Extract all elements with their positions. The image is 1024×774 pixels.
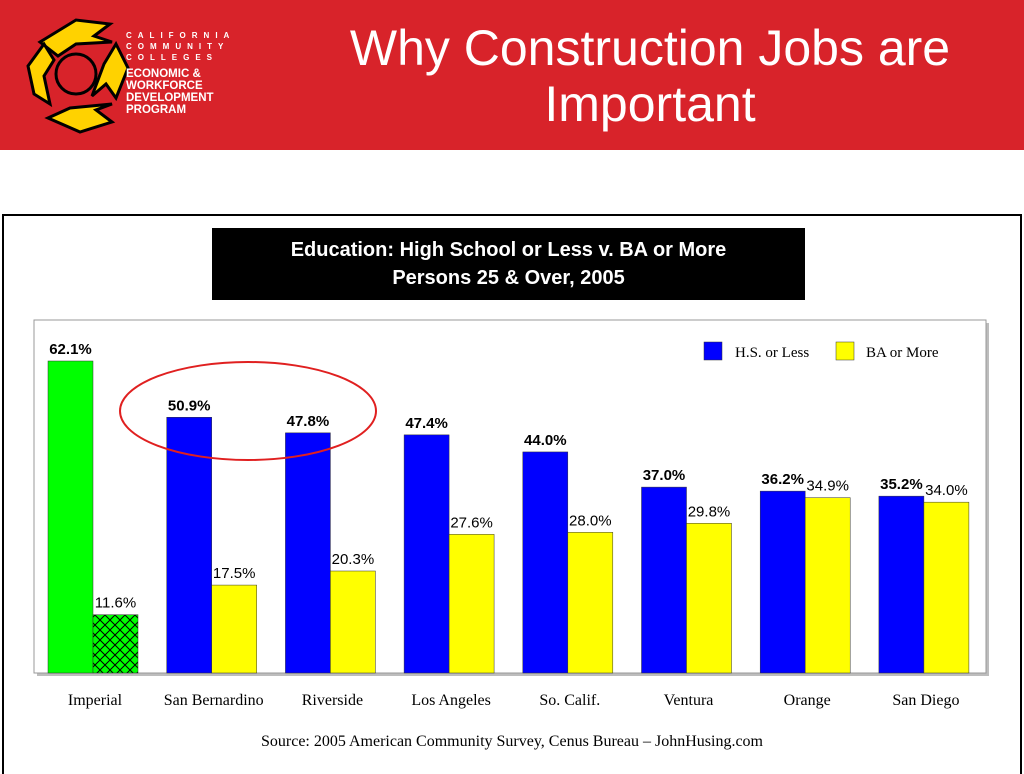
bar-hs-0	[47, 360, 94, 674]
logo-program-line-1: ECONOMIC &	[126, 68, 201, 80]
logo-line-colleges: COLLEGES	[126, 53, 219, 62]
bar-ba-6	[804, 497, 851, 674]
category-label-1: San Bernardino	[164, 692, 264, 709]
label-ba-3: 27.6%	[450, 514, 493, 531]
label-hs-4: 44.0%	[524, 432, 567, 449]
logo-line-community: COMMUNITY	[126, 42, 230, 51]
label-ba-7: 34.0%	[925, 482, 968, 499]
label-ba-1: 17.5%	[213, 565, 256, 582]
legend-label-hs: H.S. or Less	[735, 345, 809, 361]
bar-hs-6	[759, 490, 806, 674]
category-label-3: Los Angeles	[411, 692, 491, 709]
label-ba-5: 29.8%	[688, 503, 731, 520]
bar-hs-1	[166, 417, 212, 674]
category-label-4: So. Calif.	[539, 692, 600, 709]
label-ba-0: 11.6%	[95, 595, 136, 612]
label-hs-2: 47.8%	[287, 413, 330, 430]
label-hs-6: 36.2%	[761, 471, 804, 488]
label-hs-1: 50.9%	[168, 397, 211, 414]
bar-ba-4	[567, 532, 614, 674]
bar-hs-7	[878, 495, 925, 674]
label-hs-7: 35.2%	[880, 476, 923, 493]
bar-ba-7	[923, 501, 970, 674]
chart-subtitle: Persons 25 & Over, 2005	[392, 267, 625, 289]
label-hs-5: 37.0%	[643, 467, 686, 484]
bar-ba-3	[448, 534, 495, 674]
bar-ba-5	[686, 523, 732, 674]
legend-label-ba: BA or More	[866, 345, 939, 361]
label-hs-3: 47.4%	[405, 415, 448, 432]
legend-swatch-ba	[835, 341, 855, 361]
logo-line-california: CALIFORNIA	[126, 31, 236, 40]
bar-ba-2	[330, 570, 376, 674]
category-label-5: Ventura	[664, 692, 714, 709]
category-label-2: Riverside	[302, 692, 363, 709]
highlight-ellipse	[119, 361, 377, 461]
logo-program-line-4: PROGRAM	[126, 104, 187, 116]
logo-program-line-3: DEVELOPMENT	[126, 92, 214, 104]
logo-text: CALIFORNIA COMMUNITY COLLEGES ECONOMIC &…	[126, 30, 235, 116]
source-note: Source: 2005 American Community Survey, …	[260, 733, 763, 750]
category-label-7: San Diego	[892, 692, 959, 709]
chart-title-box: Education: High School or Less v. BA or …	[212, 228, 805, 300]
label-hs-0: 62.1%	[49, 341, 92, 358]
label-ba-6: 34.9%	[806, 478, 849, 495]
bar-hs-5	[641, 486, 687, 674]
header-banner: CALIFORNIA COMMUNITY COLLEGES ECONOMIC &…	[0, 0, 1024, 150]
category-label-6: Orange	[784, 692, 831, 709]
label-ba-2: 20.3%	[332, 551, 375, 568]
bar-hs-4	[522, 451, 569, 674]
category-label-0: Imperial	[68, 692, 123, 709]
ccc-logo-icon	[26, 18, 130, 134]
label-ba-4: 28.0%	[569, 512, 612, 529]
chart-title: Education: High School or Less v. BA or …	[290, 239, 727, 261]
bar-hs-3	[403, 434, 450, 674]
bar-hs-2	[285, 432, 331, 674]
logo-program-line-2: WORKFORCE	[126, 80, 203, 92]
bar-ba-1	[211, 584, 257, 674]
legend-swatch-hs	[703, 341, 723, 361]
bar-ba-0	[92, 614, 139, 674]
page-title: Why Construction Jobs are Important	[349, 20, 951, 132]
